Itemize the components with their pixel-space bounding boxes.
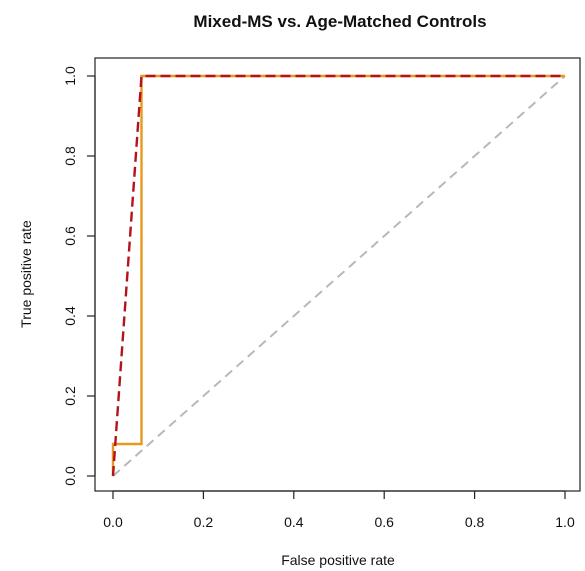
y-tick-label: 0.8 [62,146,78,166]
reference-diagonal [112,75,566,477]
x-tick-label: 0.4 [284,514,304,530]
y-tick-label: 1.0 [62,66,78,86]
x-tick-label: 0.6 [374,514,394,530]
x-tick-label: 0.8 [465,514,485,530]
y-axis: 0.0 0.2 0.4 0.6 0.8 1.0 [62,66,96,486]
x-axis: 0.0 0.2 0.4 0.6 0.8 1.0 [103,490,575,530]
chart-title: Mixed-MS vs. Age-Matched Controls [193,12,486,31]
x-tick-label: 0.0 [103,514,123,530]
y-tick-label: 0.4 [62,306,78,326]
series-layer [111,74,566,477]
y-tick-label: 0.6 [62,226,78,246]
roc-curve-dashed [111,74,565,477]
plot-frame [94,57,581,492]
y-tick-label: 0.2 [62,386,78,406]
y-axis-label: True positive rate [18,220,34,328]
x-axis-label: False positive rate [281,552,395,568]
y-tick-label: 0.0 [62,466,78,486]
x-tick-label: 1.0 [555,514,575,530]
x-tick-label: 0.2 [194,514,214,530]
